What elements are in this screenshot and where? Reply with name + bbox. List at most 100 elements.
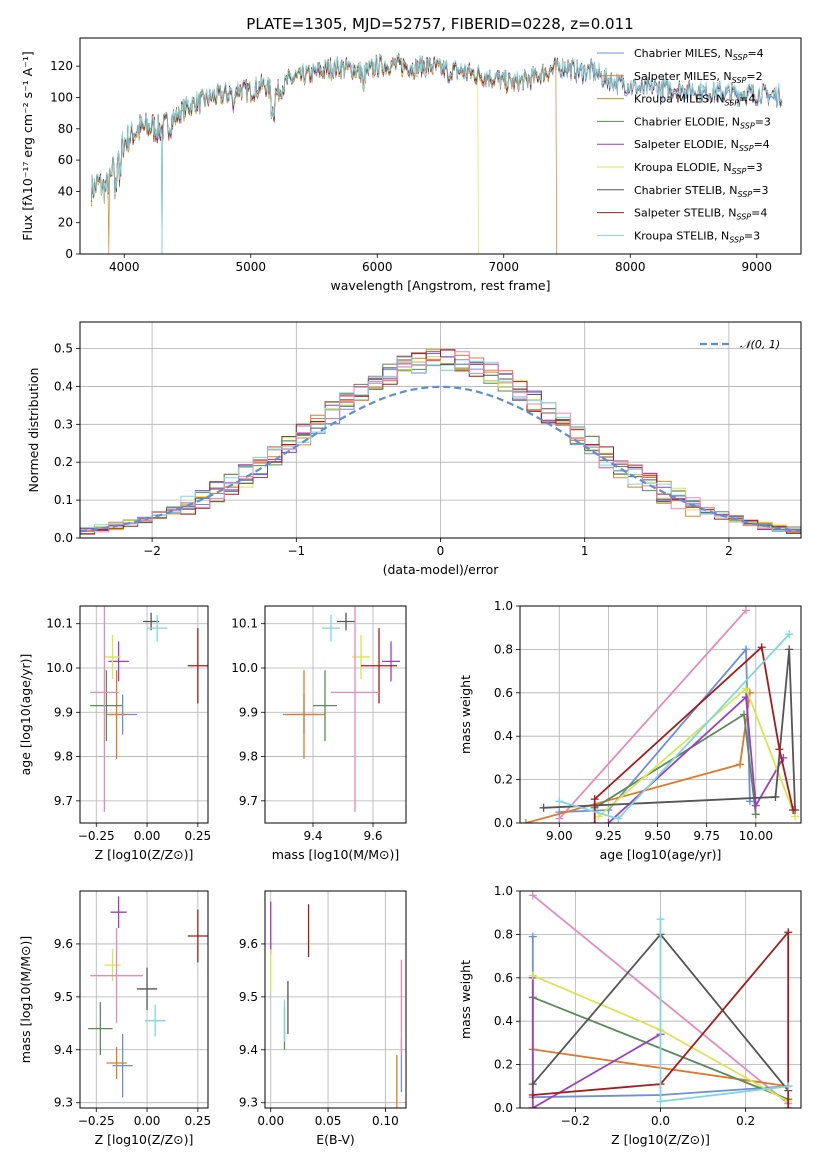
x-tick-label: 9.4 [303, 829, 322, 843]
weight-point-marker [775, 745, 784, 754]
x-axis-label: (data-model)/error [383, 562, 500, 577]
weight-point-marker [741, 684, 750, 693]
y-tick-label: 0.0 [54, 531, 73, 545]
y-tick-label: 0.2 [54, 455, 73, 469]
y-tick-label: 9.3 [54, 1096, 73, 1110]
weight-point-marker [785, 630, 794, 639]
y-tick-label: 9.4 [239, 1043, 258, 1057]
weight-point-marker [656, 915, 665, 924]
weight-point-marker [784, 1082, 793, 1091]
chart-group: 4000 5000 6000 7000 8000 9000020406080100120w… [18, 37, 802, 1147]
y-tick-label: 0 [65, 247, 73, 261]
normal-reference-curve [80, 385, 801, 533]
y-tick-label: 9.3 [239, 1096, 258, 1110]
legend-entry: Chabrier MILES, NSSP=4 [634, 47, 764, 62]
y-tick-label: 0.4 [494, 1014, 513, 1028]
weight-series-line [543, 649, 796, 811]
x-axis-label: Z [log10(Z/Z⊙)] [611, 1132, 710, 1147]
weight-point-marker [741, 645, 750, 654]
weight-point-marker [736, 760, 745, 769]
y-axis-label: Flux [fλ10⁻¹⁷ erg cm⁻² s⁻¹ A⁻¹] [20, 51, 35, 240]
figure-title: PLATE=1305, MJD=52757, FIBERID=0228, z=0… [246, 15, 633, 33]
plot-area [90, 606, 208, 812]
x-tick-label: 0.10 [372, 1114, 399, 1128]
x-tick-label: 1 [581, 544, 589, 558]
x-tick-label: −2 [143, 544, 161, 558]
x-tick-label: 7000 [488, 260, 519, 274]
weight-point-marker [590, 795, 599, 804]
axes-frame [79, 37, 802, 255]
weight-point-marker [528, 1104, 537, 1108]
x-tick-label: 0.00 [257, 1114, 284, 1128]
y-tick-label: 0.6 [494, 686, 513, 700]
weight-point-marker [656, 1097, 665, 1106]
weight-point-marker [555, 808, 564, 817]
panel-mass_vs_EBV: 0.00 0.05 0.10 9.3 9.4 9.5 9.6 E(B-V) [239, 890, 407, 1147]
weight-point-marker [555, 797, 564, 806]
x-tick-label: 2 [725, 544, 733, 558]
plot-area [270, 901, 403, 1108]
weight-point-marker [785, 645, 794, 654]
weight-point-marker [528, 891, 537, 900]
y-tick-label: 9.6 [239, 937, 258, 951]
legend-entry: Kroupa STELIB, NSSP=3 [634, 229, 760, 244]
axes-frame [264, 605, 407, 824]
x-axis-label: age [log10(age/yr)] [600, 847, 722, 862]
y-axis-label: Normed distribution [26, 368, 41, 493]
y-tick-label: 1.0 [494, 884, 513, 898]
panel-weight_vs_age: 9.00 9.25 9.50 9.75 10.00 0.0 0.2 0.4 0.6 0.8 1.0 a… [458, 599, 802, 862]
y-tick-label: 40 [58, 184, 73, 198]
legend: Chabrier MILES, NSSP=4 Salpeter MILES, NS… [597, 47, 771, 244]
legend-entry: Kroupa ELODIE, NSSP=3 [634, 161, 763, 176]
y-tick-label: 100 [50, 90, 73, 104]
x-tick-label: 6000 [362, 260, 393, 274]
y-axis-label: mass weight [458, 675, 473, 754]
weight-series-line [558, 609, 747, 820]
y-tick-label: 10.1 [46, 617, 73, 631]
x-tick-label: 5000 [235, 260, 266, 274]
legend-entry: Salpeter ELODIE, NSSP=4 [634, 138, 770, 153]
y-tick-label: 60 [58, 153, 73, 167]
y-tick-label: 0.1 [54, 493, 73, 507]
x-tick-label: −0.25 [78, 829, 115, 843]
y-tick-label: 9.7 [239, 794, 258, 808]
x-axis-label: E(B-V) [316, 1132, 355, 1147]
x-tick-label: 0.05 [315, 1114, 342, 1128]
weight-point-marker [784, 928, 793, 937]
weight-series-line [532, 929, 790, 1108]
weight-point-marker [771, 792, 780, 801]
weight-point-marker [614, 814, 623, 823]
y-tick-label: 0.2 [494, 773, 513, 787]
x-tick-label: 9.25 [595, 829, 622, 843]
y-tick-label: 0.4 [494, 729, 513, 743]
x-tick-label: 9.75 [693, 829, 720, 843]
legend-entry: Salpeter STELIB, NSSP=4 [634, 207, 767, 222]
weight-point-marker [784, 1104, 793, 1108]
y-tick-label: 9.7 [54, 794, 73, 808]
weight-point-marker [528, 932, 537, 941]
legend-entry: Chabrier STELIB, NSSP=3 [634, 184, 768, 199]
y-tick-label: 9.8 [54, 750, 73, 764]
x-tick-label: −1 [287, 544, 305, 558]
weight-point-marker [604, 819, 613, 823]
panel-mass_vs_Z: −0.25 0.00 0.25 9.3 9.4 9.5 9.6 Z [log10(Z/Z⊙)]… [18, 890, 211, 1147]
axes-frame [264, 890, 407, 1109]
weight-point-marker [751, 810, 760, 819]
x-tick-label: 9.00 [546, 829, 573, 843]
histogram-step [80, 356, 801, 538]
x-tick-label: 9000 [741, 260, 772, 274]
legend-entry: Salpeter MILES, NSSP=2 [634, 70, 763, 85]
y-tick-label: 10.1 [231, 617, 258, 631]
weight-point-marker [789, 805, 798, 814]
axes-frame [519, 890, 802, 1109]
y-tick-label: 0.5 [54, 342, 73, 356]
y-tick-label: 9.5 [239, 990, 258, 1004]
plot-area [80, 349, 801, 538]
x-tick-label: 0.25 [184, 1114, 211, 1128]
weight-point-marker [539, 803, 548, 812]
x-axis-label: wavelength [Angstrom, rest frame] [330, 278, 550, 293]
panel-weight_vs_Z: −0.2 0.0 0.2 0.0 0.2 0.4 0.6 0.8 1.0 Z [log10(Z/Z… [458, 884, 802, 1147]
x-tick-label: 0.2 [736, 1114, 755, 1128]
y-tick-label: 9.6 [54, 937, 73, 951]
y-tick-label: 10.0 [231, 661, 258, 675]
